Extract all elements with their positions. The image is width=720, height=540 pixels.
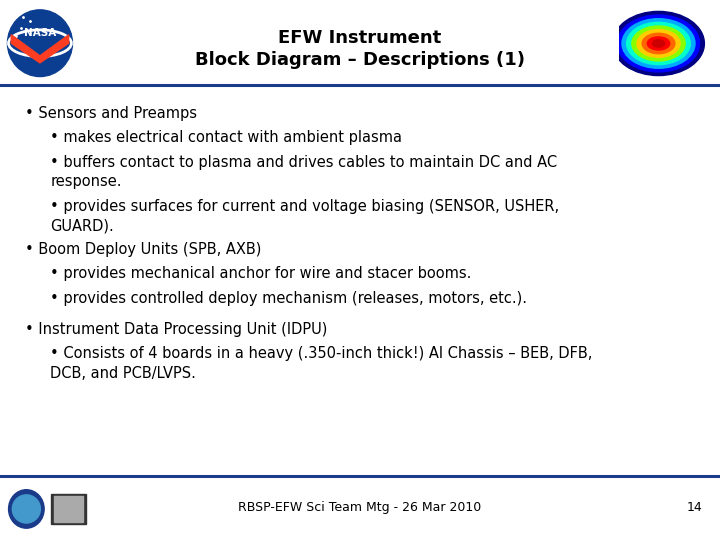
Ellipse shape <box>626 22 690 65</box>
Text: response.: response. <box>50 174 122 190</box>
Text: GUARD).: GUARD). <box>50 219 114 234</box>
Ellipse shape <box>637 30 680 57</box>
Text: • Instrument Data Processing Unit (IDPU): • Instrument Data Processing Unit (IDPU) <box>25 322 328 337</box>
Ellipse shape <box>613 11 704 76</box>
Text: EFW Instrument: EFW Instrument <box>279 29 441 47</box>
Text: • makes electrical contact with ambient plasma: • makes electrical contact with ambient … <box>50 130 402 145</box>
Text: DCB, and PCB/LVPS.: DCB, and PCB/LVPS. <box>50 366 197 381</box>
Polygon shape <box>12 35 68 63</box>
Ellipse shape <box>622 19 695 68</box>
Text: • buffers contact to plasma and drives cables to maintain DC and AC: • buffers contact to plasma and drives c… <box>50 154 557 170</box>
Ellipse shape <box>642 33 675 53</box>
Text: • provides surfaces for current and voltage biasing (SENSOR, USHER,: • provides surfaces for current and volt… <box>50 199 559 214</box>
Ellipse shape <box>7 10 73 77</box>
Text: 14: 14 <box>686 501 702 514</box>
Text: Block Diagram – Descriptions (1): Block Diagram – Descriptions (1) <box>195 51 525 70</box>
Ellipse shape <box>652 40 665 47</box>
Text: NASA: NASA <box>24 28 56 38</box>
Bar <box>55 496 83 522</box>
Text: • provides controlled deploy mechanism (releases, motors, etc.).: • provides controlled deploy mechanism (… <box>50 291 527 306</box>
Ellipse shape <box>647 37 670 50</box>
Ellipse shape <box>617 15 700 72</box>
Text: • Boom Deploy Units (SPB, AXB): • Boom Deploy Units (SPB, AXB) <box>25 242 261 257</box>
Text: • Consists of 4 boards in a heavy (.350-inch thick!) Al Chassis – BEB, DFB,: • Consists of 4 boards in a heavy (.350-… <box>50 346 593 361</box>
Text: • provides mechanical anchor for wire and stacer booms.: • provides mechanical anchor for wire an… <box>50 266 472 281</box>
Text: RBSP-EFW Sci Team Mtg - 26 Mar 2010: RBSP-EFW Sci Team Mtg - 26 Mar 2010 <box>238 501 482 514</box>
Ellipse shape <box>12 495 40 523</box>
Bar <box>50 494 86 524</box>
Ellipse shape <box>632 26 685 61</box>
Ellipse shape <box>9 490 44 528</box>
Text: • Sensors and Preamps: • Sensors and Preamps <box>25 106 197 121</box>
